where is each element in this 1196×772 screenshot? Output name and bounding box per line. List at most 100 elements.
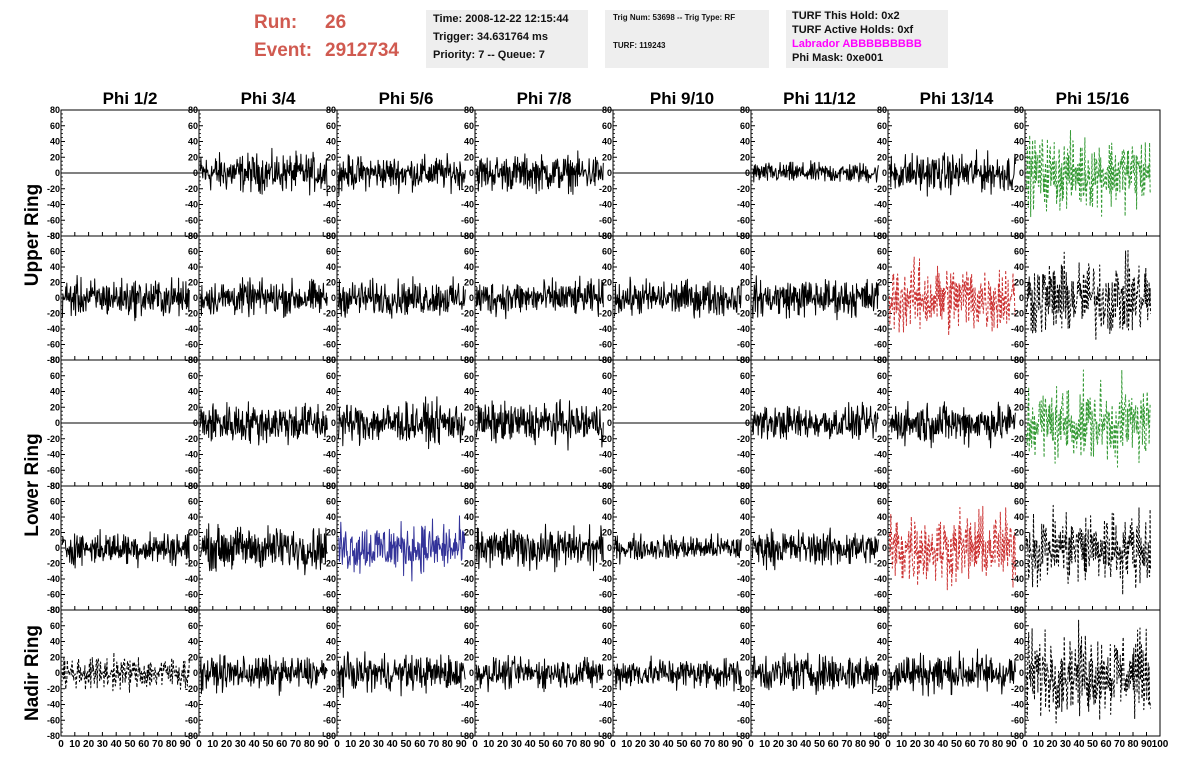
xtick-label-c8-50: 50 bbox=[1087, 739, 1099, 750]
ytick-label-r4-c8-80: 80 bbox=[1014, 481, 1024, 491]
ytick-label-r3-c3--20: -20 bbox=[323, 434, 336, 444]
ytick-label-r3-c3-40: 40 bbox=[326, 387, 336, 397]
xtick-label-c3-40: 40 bbox=[387, 739, 399, 750]
ytick-label-r5-c5-40: 40 bbox=[602, 637, 612, 647]
ytick-label-r2-c1-80: 80 bbox=[50, 231, 60, 241]
xtick-label-c1-70: 70 bbox=[152, 739, 164, 750]
ytick-label-r5-c5-20: 20 bbox=[602, 652, 612, 662]
ytick-label-r3-c1-60: 60 bbox=[50, 371, 60, 381]
ytick-label-r5-c2--60: -60 bbox=[185, 715, 198, 725]
ytick-label-r1-c4-20: 20 bbox=[464, 152, 474, 162]
ytick-label-r5-c1-40: 40 bbox=[50, 637, 60, 647]
ytick-label-r3-c3-20: 20 bbox=[326, 402, 336, 412]
ytick-label-r1-c3--20: -20 bbox=[323, 184, 336, 194]
xtick-label-c7-40: 40 bbox=[937, 739, 949, 750]
ytick-label-r2-c1--20: -20 bbox=[47, 309, 60, 319]
ytick-label-r1-c7--40: -40 bbox=[874, 200, 887, 210]
ytick-label-r4-c8--60: -60 bbox=[1011, 590, 1024, 600]
waveform-trace-r4-c3 bbox=[337, 515, 466, 582]
ytick-label-r4-c5-20: 20 bbox=[602, 528, 612, 538]
ytick-label-r4-c4-40: 40 bbox=[464, 512, 474, 522]
xtick-label-c4-40: 40 bbox=[525, 739, 537, 750]
ytick-label-r3-c4-0: 0 bbox=[469, 418, 474, 428]
ytick-label-r4-c3-40: 40 bbox=[326, 512, 336, 522]
ytick-label-r5-c6-0: 0 bbox=[745, 668, 750, 678]
ytick-label-r5-c6--60: -60 bbox=[737, 715, 750, 725]
ytick-label-r5-c1--20: -20 bbox=[47, 684, 60, 694]
ytick-label-r1-c8-0: 0 bbox=[1019, 168, 1024, 178]
xtick-label-c6-20: 20 bbox=[773, 739, 785, 750]
ytick-label-r3-c1-40: 40 bbox=[50, 387, 60, 397]
ytick-label-r5-c6--40: -40 bbox=[737, 700, 750, 710]
xtick-label-c3-90: 90 bbox=[456, 739, 468, 750]
ytick-label-r4-c1--80: -80 bbox=[47, 605, 60, 615]
xtick-label-c8-70: 70 bbox=[1114, 739, 1126, 750]
waveform-trace-r4-c8 bbox=[1025, 504, 1151, 596]
ytick-label-r5-c3--80: -80 bbox=[323, 731, 336, 741]
ytick-label-r2-c5--40: -40 bbox=[599, 324, 612, 334]
ytick-label-r5-c2--20: -20 bbox=[185, 684, 198, 694]
column-header-3: Phi 5/6 bbox=[379, 89, 434, 108]
ytick-label-r1-c4--40: -40 bbox=[461, 200, 474, 210]
ytick-label-r1-c6--60: -60 bbox=[737, 215, 750, 225]
xtick-label-c8-20: 20 bbox=[1046, 739, 1058, 750]
xtick-label-c2-0: 0 bbox=[196, 739, 202, 750]
xtick-label-c1-20: 20 bbox=[83, 739, 95, 750]
xtick-label-c2-50: 50 bbox=[262, 739, 274, 750]
event-number: 2912734 bbox=[325, 40, 399, 61]
xtick-label-c5-0: 0 bbox=[610, 739, 616, 750]
waveform-trace-r2-c1 bbox=[61, 275, 190, 322]
panel-frame-r1-c8 bbox=[1024, 109, 1161, 237]
ytick-label-r2-c5-40: 40 bbox=[602, 262, 612, 272]
ytick-label-r2-c4-80: 80 bbox=[464, 231, 474, 241]
ytick-label-r1-c4--20: -20 bbox=[461, 184, 474, 194]
ytick-label-r1-c2-0: 0 bbox=[193, 168, 198, 178]
ytick-label-r5-c4-40: 40 bbox=[464, 637, 474, 647]
waveform-trace-r2-c8 bbox=[1025, 250, 1151, 340]
ytick-label-r1-c8-40: 40 bbox=[1014, 137, 1024, 147]
ytick-label-r3-c5--20: -20 bbox=[599, 434, 612, 444]
ytick-label-r3-c4--40: -40 bbox=[461, 450, 474, 460]
waveform-trace-r3-c2 bbox=[199, 401, 328, 446]
waveform-trace-r5-c5 bbox=[613, 655, 742, 692]
xtick-label-c6-80: 80 bbox=[855, 739, 867, 750]
ytick-label-r1-c2--20: -20 bbox=[185, 184, 198, 194]
ytick-label-r5-c5--80: -80 bbox=[599, 731, 612, 741]
xtick-label-c1-40: 40 bbox=[111, 739, 123, 750]
ytick-label-r1-c6-40: 40 bbox=[740, 137, 750, 147]
waveform-trace-r5-c1 bbox=[61, 652, 190, 693]
ytick-label-r1-c1-80: 80 bbox=[50, 105, 60, 115]
xtick-label-c6-40: 40 bbox=[800, 739, 812, 750]
ytick-label-r3-c1--40: -40 bbox=[47, 450, 60, 460]
ytick-label-r3-c7--20: -20 bbox=[874, 434, 887, 444]
column-header-4: Phi 7/8 bbox=[517, 89, 572, 108]
column-header-2: Phi 3/4 bbox=[241, 89, 296, 108]
xtick-label-c2-80: 80 bbox=[304, 739, 316, 750]
ytick-label-r4-c1-20: 20 bbox=[50, 528, 60, 538]
ytick-label-r5-c6-80: 80 bbox=[740, 605, 750, 615]
ytick-label-r1-c1--60: -60 bbox=[47, 215, 60, 225]
ytick-label-r3-c3-60: 60 bbox=[326, 371, 336, 381]
ytick-label-r2-c8--40: -40 bbox=[1011, 324, 1024, 334]
ytick-label-r3-c2-0: 0 bbox=[193, 418, 198, 428]
ytick-label-r5-c3--40: -40 bbox=[323, 700, 336, 710]
ytick-label-r3-c8--20: -20 bbox=[1011, 434, 1024, 444]
ytick-label-r1-c6-0: 0 bbox=[745, 168, 750, 178]
waveform-trace-r3-c7 bbox=[888, 400, 1016, 449]
xtick-label-c4-80: 80 bbox=[580, 739, 592, 750]
ytick-label-r5-c2-40: 40 bbox=[188, 637, 198, 647]
xtick-label-c3-10: 10 bbox=[345, 739, 357, 750]
priority-line: Priority: 7 -- Queue: 7 bbox=[433, 49, 545, 61]
ytick-label-r4-c6-60: 60 bbox=[740, 497, 750, 507]
ytick-label-r1-c1--20: -20 bbox=[47, 184, 60, 194]
ytick-label-r4-c6-80: 80 bbox=[740, 481, 750, 491]
ytick-label-r5-c5-60: 60 bbox=[602, 621, 612, 631]
ytick-label-r2-c6--60: -60 bbox=[737, 340, 750, 350]
ytick-label-r4-c5-60: 60 bbox=[602, 497, 612, 507]
ytick-label-r4-c7--20: -20 bbox=[874, 559, 887, 569]
xtick-label-c2-60: 60 bbox=[276, 739, 288, 750]
ytick-label-r1-c3--40: -40 bbox=[323, 200, 336, 210]
ytick-label-r2-c3--60: -60 bbox=[323, 340, 336, 350]
xtick-label-c7-0: 0 bbox=[885, 739, 891, 750]
ytick-label-r1-c2-20: 20 bbox=[188, 152, 198, 162]
